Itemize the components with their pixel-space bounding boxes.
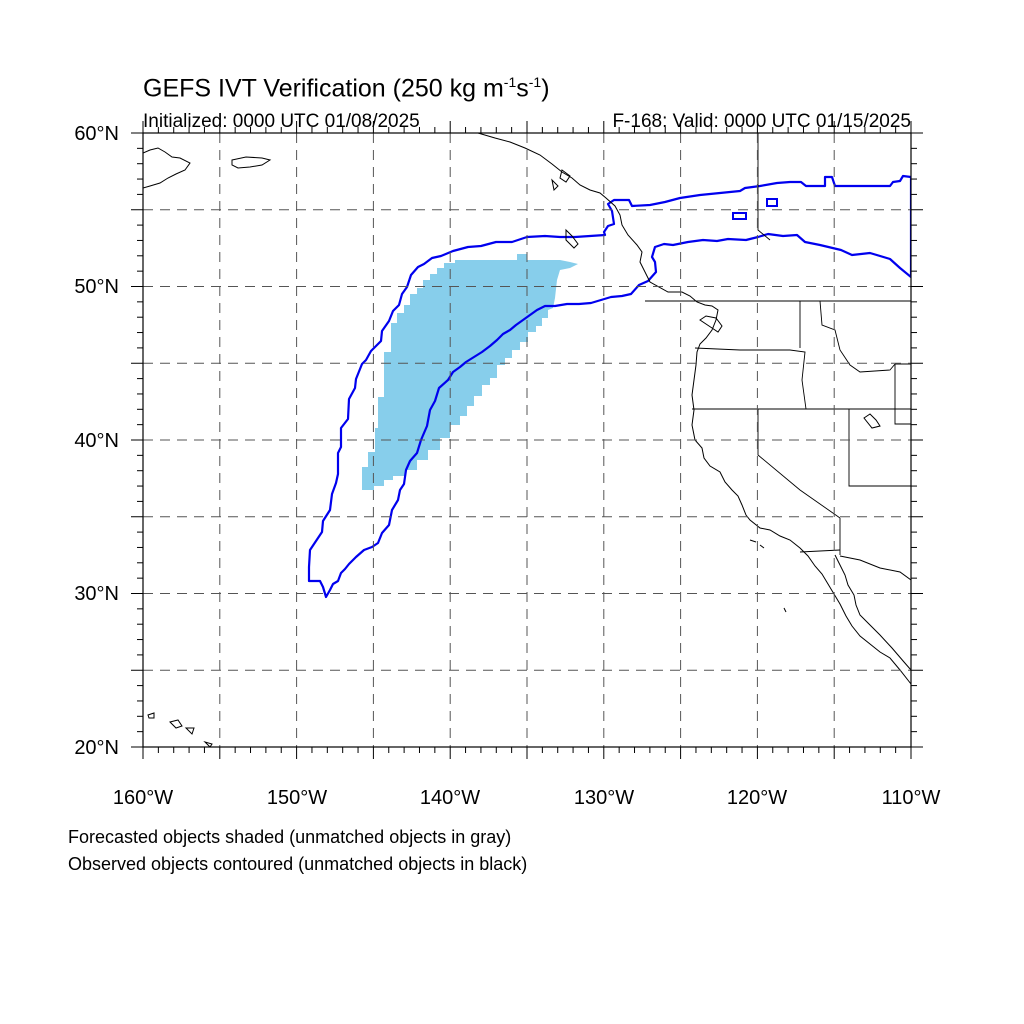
footnote-forecast: Forecasted objects shaded (unmatched obj…	[68, 827, 512, 847]
graticule	[143, 133, 911, 747]
borders	[645, 133, 911, 555]
lat-label: 60°N	[74, 123, 119, 145]
footnote-observed: Observed objects contoured (unmatched ob…	[68, 854, 528, 874]
observed-contour-small	[766, 198, 778, 207]
tick-marks	[131, 121, 923, 759]
lon-label: 150°W	[266, 787, 328, 809]
lon-label: 130°W	[573, 787, 635, 809]
valid-time-label: F-168: Valid: 0000 UTC 01/15/2025	[612, 111, 911, 132]
init-time-label: Initialized: 0000 UTC 01/08/2025	[143, 111, 420, 132]
lat-label: 50°N	[74, 276, 119, 298]
observed-contour	[307, 174, 911, 599]
coastlines	[143, 133, 911, 747]
lat-label: 20°N	[74, 737, 119, 759]
lon-label: 110°W	[881, 787, 941, 809]
lon-label: 120°W	[726, 787, 788, 809]
chart-title: GEFS IVT Verification (250 kg m-1s-1)	[143, 74, 550, 103]
forecast-object	[362, 254, 578, 490]
observed-contour-small	[732, 212, 747, 220]
lat-label: 40°N	[74, 430, 119, 452]
lon-label: 160°W	[112, 787, 174, 809]
lat-label: 30°N	[74, 583, 119, 605]
lon-label: 140°W	[419, 787, 481, 809]
